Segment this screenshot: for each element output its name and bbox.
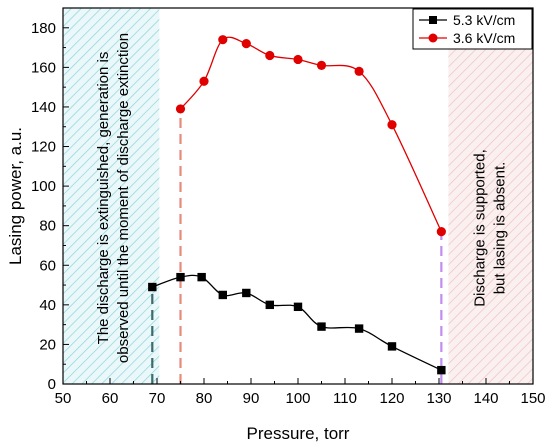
data-point	[387, 120, 397, 130]
data-point	[148, 282, 157, 292]
series-line-1	[180, 36, 442, 232]
legend-marker-1	[428, 33, 438, 43]
data-point	[176, 272, 185, 282]
y-tick-label: 140	[31, 99, 56, 116]
y-axis-title: Lasing power, a.u.	[6, 127, 25, 265]
data-point	[354, 66, 364, 76]
y-tick-label: 20	[39, 336, 56, 353]
y-tick-label: 100	[31, 178, 56, 195]
x-tick-label: 90	[243, 390, 260, 407]
y-tick-label: 0	[48, 376, 56, 393]
series	[148, 35, 446, 375]
x-tick-label: 120	[379, 390, 404, 407]
x-tick-label: 80	[196, 390, 213, 407]
right-region-annotation-line: but lasing is absent.	[492, 162, 509, 295]
data-point	[218, 290, 227, 300]
data-point	[199, 76, 209, 86]
legend: 5.3 kV/cm 3.6 kV/cm	[412, 8, 533, 50]
right-region-annotation-line: Discharge is supported,	[472, 149, 489, 307]
y-tick-label: 60	[39, 257, 56, 274]
x-tick-label: 110	[333, 390, 357, 407]
data-point	[437, 365, 446, 375]
data-point	[316, 60, 327, 70]
legend-label-1: 3.6 kV/cm	[453, 30, 515, 46]
data-point	[241, 39, 251, 49]
data-point	[293, 302, 303, 312]
x-tick-label: 100	[285, 390, 310, 407]
y-tick-label: 180	[31, 20, 56, 37]
x-tick-label: 130	[426, 390, 451, 407]
data-point	[175, 104, 186, 114]
x-tick-label: 150	[520, 390, 545, 407]
region-right	[448, 8, 533, 384]
data-point	[387, 342, 397, 351]
x-tick-label: 70	[149, 390, 166, 407]
x-tick-label: 60	[102, 390, 119, 407]
left-region-annotation: The discharge is extinguished, generatio…	[95, 33, 132, 363]
y-tick-label: 80	[39, 218, 56, 235]
left-region-annotation-line: The discharge is extinguished, generatio…	[95, 52, 112, 345]
y-tick-label: 160	[31, 59, 56, 76]
right-region-annotation: Discharge is supported, but lasing is abs…	[472, 149, 509, 307]
data-point	[317, 322, 326, 331]
data-point	[354, 324, 364, 333]
data-point	[197, 272, 206, 282]
guide-lines	[151, 108, 443, 384]
x-tick-label: 140	[473, 390, 498, 407]
axes: 50 60 70 80 90 100 110 120 130 140 150 0 20 40 60 80 100…	[6, 7, 546, 443]
legend-label-0: 5.3 kV/cm	[453, 12, 515, 28]
region-left	[63, 8, 160, 384]
series-line-0	[152, 274, 442, 371]
legend-marker-0	[429, 16, 437, 24]
x-axis-title: Pressure, torr	[247, 424, 350, 443]
data-point	[265, 50, 275, 61]
data-point	[436, 227, 446, 237]
x-tick-label: 50	[55, 390, 72, 407]
data-point	[293, 54, 303, 65]
shaded-regions	[63, 8, 533, 384]
y-tick-label: 120	[31, 139, 56, 156]
data-point	[242, 288, 251, 298]
data-point	[218, 35, 228, 45]
annotations: The discharge is extinguished, generatio…	[95, 33, 509, 363]
data-point	[265, 300, 274, 310]
y-tick-label: 40	[39, 297, 56, 314]
left-region-annotation-line: observed until the moment of discharge e…	[115, 33, 132, 363]
